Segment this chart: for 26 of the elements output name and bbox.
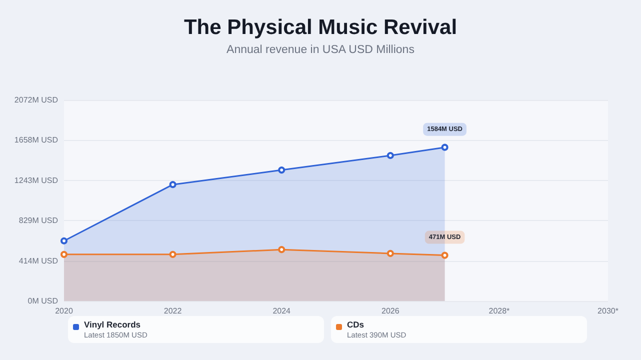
point — [441, 144, 448, 151]
chart-subtitle: Annual revenue in USA USD Millions — [226, 44, 415, 56]
point — [441, 252, 448, 259]
y-tick-label: 414M USD — [18, 256, 58, 266]
legend-label: Vinyl Records — [84, 320, 141, 330]
point — [386, 152, 394, 159]
chart-title: The Physical Music Revival — [184, 16, 458, 39]
x-tick-label: 2020 — [55, 306, 74, 316]
point — [278, 246, 286, 254]
legend-label: CDs — [347, 320, 364, 330]
y-tick-label: 829M USD — [18, 216, 58, 226]
x-tick-label: 2026 — [382, 306, 400, 316]
x-tick-label: 2024 — [272, 306, 292, 316]
x-tick-label: 2028* — [488, 306, 510, 316]
point — [278, 166, 286, 174]
x-tick-label: 2022 — [164, 306, 182, 316]
point — [169, 181, 176, 188]
point — [169, 250, 176, 258]
point — [386, 250, 394, 257]
y-tick-label: 1243M USD — [14, 176, 58, 185]
y-tick-label: 2072M USD — [14, 96, 58, 104]
point — [60, 237, 68, 244]
x-tick-label: 2030* — [598, 306, 618, 316]
point — [60, 250, 68, 258]
y-tick-label: 1658M USD — [14, 136, 58, 145]
y-tick-label: 0M USD — [28, 296, 58, 306]
